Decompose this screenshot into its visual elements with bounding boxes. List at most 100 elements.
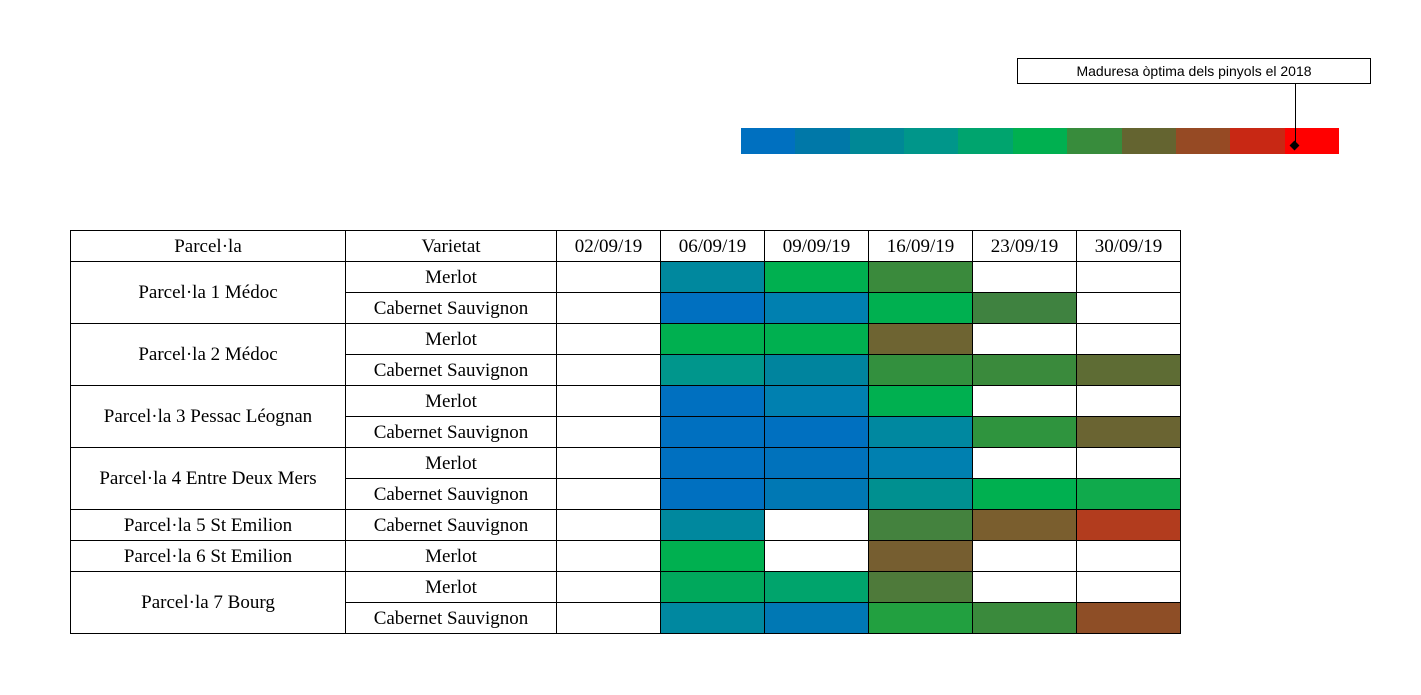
heat-cell [868,478,973,510]
table-row: Cabernet Sauvignon [71,292,1181,324]
heat-cell [764,540,869,572]
heat-cell [556,385,661,417]
heat-cell [1076,354,1181,386]
variety-name: Cabernet Sauvignon [345,354,557,386]
heat-cell [556,602,661,634]
header-date-2: 06/09/19 [660,230,765,262]
heat-cell [764,509,869,541]
header-row: Parcel·la Varietat 02/09/19 06/09/19 09/… [70,230,1181,262]
table-row: Parcel·la 3 Pessac Léognan Merlot [70,385,1181,448]
heat-cell [764,571,869,603]
heat-cell [1076,292,1181,324]
scale-swatch [795,128,850,154]
heat-cell [972,354,1077,386]
heat-cell [972,323,1077,355]
table-row: Parcel·la 4 Entre Deux Mers Merlot [70,447,1181,510]
parcel-name: Parcel·la 6 St Emilion [70,540,346,572]
heat-cell [972,385,1077,417]
heat-cell [556,354,661,386]
legend-callout-text: Maduresa òptima dels pinyols el 2018 [1076,63,1312,79]
heat-cell [868,540,973,572]
heat-cell [868,385,973,417]
header-date-3: 09/09/19 [764,230,869,262]
heat-cell [972,447,1077,479]
heat-cell [972,478,1077,510]
parcel-name: Parcel·la 3 Pessac Léognan [70,385,346,448]
table-row: Parcel·la 2 Médoc Merlot [70,323,1181,386]
header-date-4: 16/09/19 [868,230,973,262]
heat-cell [868,292,973,324]
table-row: Parcel·la 7 Bourg Merlot [70,571,1181,634]
table-row: Parcel·la 6 St Emilion Merlot [70,540,1181,572]
header-date-6: 30/09/19 [1076,230,1181,262]
heat-cell [556,478,661,510]
table-row: Cabernet Sauvignon [71,416,1181,448]
heat-cell [660,385,765,417]
scale-swatch [1230,128,1285,154]
heat-cell [1076,540,1181,572]
heat-cell [556,571,661,603]
heat-cell [660,292,765,324]
table-row: Cabernet Sauvignon [71,354,1181,386]
scale-swatch [1067,128,1122,154]
heat-cell [1076,447,1181,479]
heat-cell [764,447,869,479]
heat-cell [1076,416,1181,448]
heat-cell [868,354,973,386]
heat-cell [1076,261,1181,293]
heat-cell [764,385,869,417]
heat-cell [868,571,973,603]
heat-cell [556,261,661,293]
heat-cell [556,323,661,355]
color-scale-bar [741,128,1339,154]
heat-cell [868,261,973,293]
heat-cell [972,540,1077,572]
heat-cell [1076,478,1181,510]
heat-cell [556,447,661,479]
heat-cell [556,292,661,324]
variety-name: Merlot [345,571,557,603]
heat-cell [660,478,765,510]
heat-cell [1076,509,1181,541]
heat-cell [660,354,765,386]
variety-name: Cabernet Sauvignon [345,602,557,634]
heat-cell [660,416,765,448]
heat-cell [972,571,1077,603]
heat-cell [868,602,973,634]
table-body: Parcel·la 1 Médoc Merlot Cabernet Sauvigno… [70,261,1181,634]
parcel-name: Parcel·la 4 Entre Deux Mers [70,447,346,510]
heat-cell [868,416,973,448]
variety-name: Cabernet Sauvignon [345,416,557,448]
parcel-name: Parcel·la 2 Médoc [70,323,346,386]
scale-swatch [958,128,1013,154]
heat-cell [764,478,869,510]
heat-cell [764,602,869,634]
scale-swatch [741,128,796,154]
variety-name: Cabernet Sauvignon [345,478,557,510]
parcel-name: Parcel·la 5 St Emilion [70,509,346,541]
variety-name: Merlot [345,261,557,293]
parcel-name: Parcel·la 7 Bourg [70,571,346,634]
heat-cell [556,540,661,572]
heat-cell [1076,602,1181,634]
heat-cell [972,509,1077,541]
variety-name: Merlot [345,447,557,479]
variety-name: Merlot [345,540,557,572]
scale-swatch [1175,128,1231,154]
heat-cell [660,540,765,572]
header-parcel: Parcel·la [70,230,346,262]
heat-cell [764,323,869,355]
heat-cell [660,571,765,603]
heat-cell [868,323,973,355]
heat-cell [556,416,661,448]
heat-cell [764,292,869,324]
callout-leader-line [1295,84,1296,144]
legend-callout: Maduresa òptima dels pinyols el 2018 [1017,58,1371,84]
ripeness-table: Parcel·la Varietat 02/09/19 06/09/19 09/… [70,230,1181,634]
heat-cell [1076,571,1181,603]
parcel-name: Parcel·la 1 Médoc [70,261,346,324]
heat-cell [660,447,765,479]
heat-cell [660,509,765,541]
scale-swatch [1012,128,1068,154]
heat-cell [764,416,869,448]
